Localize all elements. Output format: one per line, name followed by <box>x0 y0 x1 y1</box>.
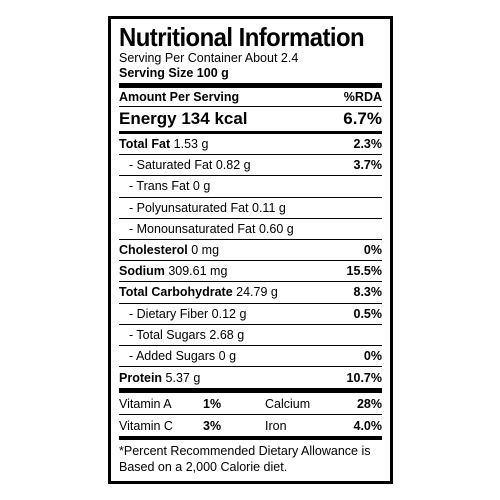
nutrient-name: Total Fat <box>119 137 171 152</box>
nutrient-row-added-sugars: - Added Sugars 0 g 0% <box>119 346 382 368</box>
nutrient-amount: 0.60 g <box>258 221 294 236</box>
mineral-name: Iron <box>265 418 287 433</box>
serving-size: Serving Size 100 g <box>119 66 229 80</box>
nutrient-name: - Trans Fat <box>129 179 190 194</box>
nutrient-amount: 24.79 g <box>236 285 278 300</box>
mineral-pct: 4.0% <box>353 418 383 433</box>
nutrient-name: Cholesterol <box>119 243 188 258</box>
medium-divider <box>119 131 382 134</box>
rda-header-label: %RDA <box>343 90 382 104</box>
nutrient-name: - Polyunsaturated Fat <box>129 200 249 215</box>
nutrient-amount: 5.37 g <box>165 370 201 385</box>
nutrient-row-total-fat: Total Fat 1.53 g 2.3% <box>119 134 383 156</box>
energy-label: Energy 134 kcal <box>119 109 248 128</box>
nutrient-amount: 0 mg <box>191 243 220 258</box>
nutrient-name: Total Carbohydrate <box>119 285 233 300</box>
nutrient-row-protein: Protein 5.37 g 10.7% <box>119 367 382 388</box>
nutrient-name: Protein <box>119 370 163 385</box>
nutrient-amount: 0.82 g <box>215 158 251 173</box>
nutrient-row-sodium: Sodium 309.61 mg 15.5% <box>119 261 382 283</box>
nutrient-row-saturated-fat: - Saturated Fat 0.82 g 3.7% <box>119 155 383 177</box>
label-title: Nutritional Information <box>119 22 365 52</box>
nutrient-name: - Dietary Fiber <box>129 306 209 321</box>
nutrient-pct: 0.5% <box>353 306 383 321</box>
vitamin-name: Vitamin A <box>119 396 172 411</box>
nutrient-row-cholesterol: Cholesterol 0 mg 0% <box>119 240 382 262</box>
nutrient-pct: 0% <box>363 348 382 363</box>
nutrient-row-dietary-fiber: - Dietary Fiber 0.12 g 0.5% <box>119 304 382 325</box>
nutrient-row-polyunsaturated-fat: - Polyunsaturated Fat 0.11 g <box>119 198 382 219</box>
nutrient-row-total-sugars: - Total Sugars 2.68 g <box>119 325 382 346</box>
vitamin-pct: 1% <box>203 396 222 411</box>
thick-divider <box>119 388 382 394</box>
amount-header-row: Amount Per Serving %RDA <box>119 88 382 107</box>
nutrient-row-monounsaturated-fat: - Monounsaturated Fat 0.60 g <box>119 219 382 240</box>
thick-divider <box>119 83 382 88</box>
footnote-line: Based on a 2,000 Calorie diet. <box>119 460 288 475</box>
nutrient-pct: 10.7% <box>346 370 382 385</box>
nutrient-amount: 2.68 g <box>209 327 245 342</box>
nutrient-amount: 0 g <box>218 348 237 363</box>
medium-divider <box>119 437 382 441</box>
nutrient-amount: 0 g <box>192 179 211 194</box>
nutrition-label: Nutritional Information Serving Per Cont… <box>108 16 393 484</box>
nutrient-pct: 8.3% <box>353 285 383 300</box>
footnote: *Percent Recommended Dietary Allowance i… <box>119 440 382 475</box>
energy-pct: 6.7% <box>343 109 382 128</box>
mineral-name: Calcium <box>265 396 311 411</box>
nutrient-row-trans-fat: - Trans Fat 0 g <box>119 176 382 198</box>
amount-header-label: Amount Per Serving <box>119 90 240 104</box>
nutrient-pct: 0% <box>363 243 382 258</box>
vitamin-pct: 3% <box>203 418 222 433</box>
nutrient-pct: 3.7% <box>353 158 383 173</box>
nutrient-amount: 0.12 g <box>211 306 247 321</box>
vitamin-name: Vitamin C <box>119 418 173 433</box>
nutrient-name: - Total Sugars <box>129 327 206 342</box>
footnote-line: *Percent Recommended Dietary Allowance i… <box>119 444 371 459</box>
nutrient-row-total-carbohydrate: Total Carbohydrate 24.79 g 8.3% <box>119 282 383 304</box>
nutrient-amount: 309.61 mg <box>168 264 228 279</box>
nutrient-name: - Added Sugars <box>129 348 216 363</box>
nutrient-name: - Saturated Fat <box>129 158 213 173</box>
vitamin-row: Vitamin C 3% Iron 4.0% <box>119 415 383 438</box>
mineral-pct: 28% <box>356 396 382 411</box>
nutrient-pct: 2.3% <box>353 137 383 152</box>
nutrient-name: Sodium <box>119 264 165 279</box>
serving-per-container: Serving Per Container About 2.4 <box>119 51 299 65</box>
nutrient-amount: 0.11 g <box>252 200 286 215</box>
energy-row: Energy 134 kcal 6.7% <box>119 107 382 131</box>
nutrient-amount: 1.53 g <box>173 137 209 152</box>
nutrient-name: - Monounsaturated Fat <box>129 221 256 236</box>
nutrient-pct: 15.5% <box>346 264 382 279</box>
vitamin-row: Vitamin A 1% Calcium 28% <box>119 393 382 416</box>
